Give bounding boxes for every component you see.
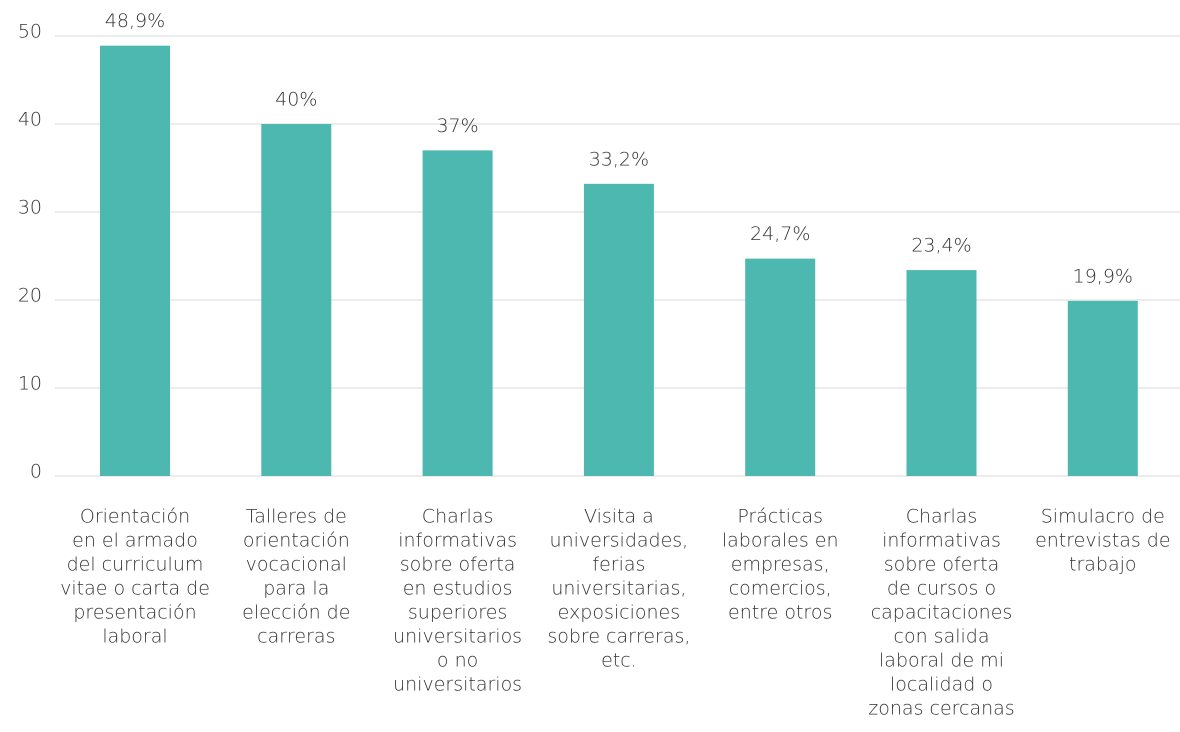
x-tick-label: informativas (882, 530, 1001, 552)
bar (1067, 300, 1138, 476)
x-tick-label: sobre oferta (884, 554, 1000, 576)
y-tick-label: 50 (18, 21, 42, 43)
x-tick-label: laboral (102, 626, 167, 648)
x-tick-label: entrevistas de (1035, 530, 1170, 552)
x-tick-label: universitarias, (551, 578, 686, 600)
x-tick-label: de cursos o (887, 578, 996, 600)
x-tick-label: etc. (601, 650, 637, 672)
x-tick-label: Charlas (906, 506, 978, 528)
value-label: 40% (275, 89, 317, 111)
x-tick-label: Talleres de (246, 506, 347, 528)
x-tick-label: informativas (398, 530, 517, 552)
x-tick-label: orientación (243, 530, 350, 552)
value-label: 33,2% (589, 148, 649, 170)
x-tick-label: universidades, (550, 530, 689, 552)
bar (583, 183, 654, 476)
y-tick-label: 30 (18, 197, 42, 219)
x-tick-label: laborales en (722, 530, 839, 552)
x-tick-label: en estudios (403, 578, 513, 600)
value-label: 37% (436, 115, 478, 137)
x-tick-label: trabajo (1069, 554, 1137, 576)
bar (422, 150, 493, 476)
x-tick-label: Charlas (422, 506, 494, 528)
value-label: 23,4% (911, 235, 971, 257)
x-tick-label: vocacional (246, 554, 347, 576)
x-tick-label: sobre carreras, (547, 626, 690, 648)
bar (906, 270, 977, 476)
x-tick-label: carreras (257, 626, 335, 648)
y-tick-label: 20 (18, 285, 42, 307)
x-tick-label: para la (263, 578, 329, 600)
bar (261, 124, 332, 476)
value-label: 19,9% (1073, 265, 1133, 287)
x-tick-label: del curriculum (67, 554, 204, 576)
bar (745, 258, 816, 476)
x-tick-label: localidad o (890, 674, 993, 696)
y-tick-label: 40 (18, 109, 42, 131)
x-tick-label: sobre oferta (400, 554, 516, 576)
value-label: 48,9% (105, 10, 165, 32)
y-tick-label: 10 (18, 373, 42, 395)
x-tick-label: superiores (408, 602, 507, 624)
x-tick-label: exposiciones (558, 602, 680, 624)
x-tick-label: laboral de mi (879, 650, 1004, 672)
x-tick-label: elección de (242, 602, 350, 624)
x-tick-label: Prácticas (737, 506, 823, 528)
x-tick-label: vitae o carta de (60, 578, 210, 600)
x-tick-label: empresas, (731, 554, 830, 576)
x-tick-label: comercios, (729, 578, 832, 600)
bar (100, 45, 170, 477)
x-tick-label: universitarios (393, 626, 522, 648)
x-tick-label: con salida (894, 626, 990, 648)
x-tick-label: zonas cercanas (868, 698, 1014, 720)
x-tick-label: Orientación (80, 506, 190, 528)
x-tick-label: en el armado (72, 530, 198, 552)
x-tick-label: entre otros (728, 602, 832, 624)
value-label: 24,7% (750, 223, 810, 245)
x-tick-label: Visita a (584, 506, 654, 528)
x-tick-label: presentación (73, 602, 196, 624)
y-tick-label: 0 (30, 461, 42, 483)
x-tick-label: ferias (592, 554, 645, 576)
x-tick-label: o no (437, 650, 478, 672)
x-tick-label: Simulacro de (1041, 506, 1165, 528)
x-tick-label: capacitaciones (871, 602, 1013, 624)
x-tick-label: universitarios (393, 674, 522, 696)
